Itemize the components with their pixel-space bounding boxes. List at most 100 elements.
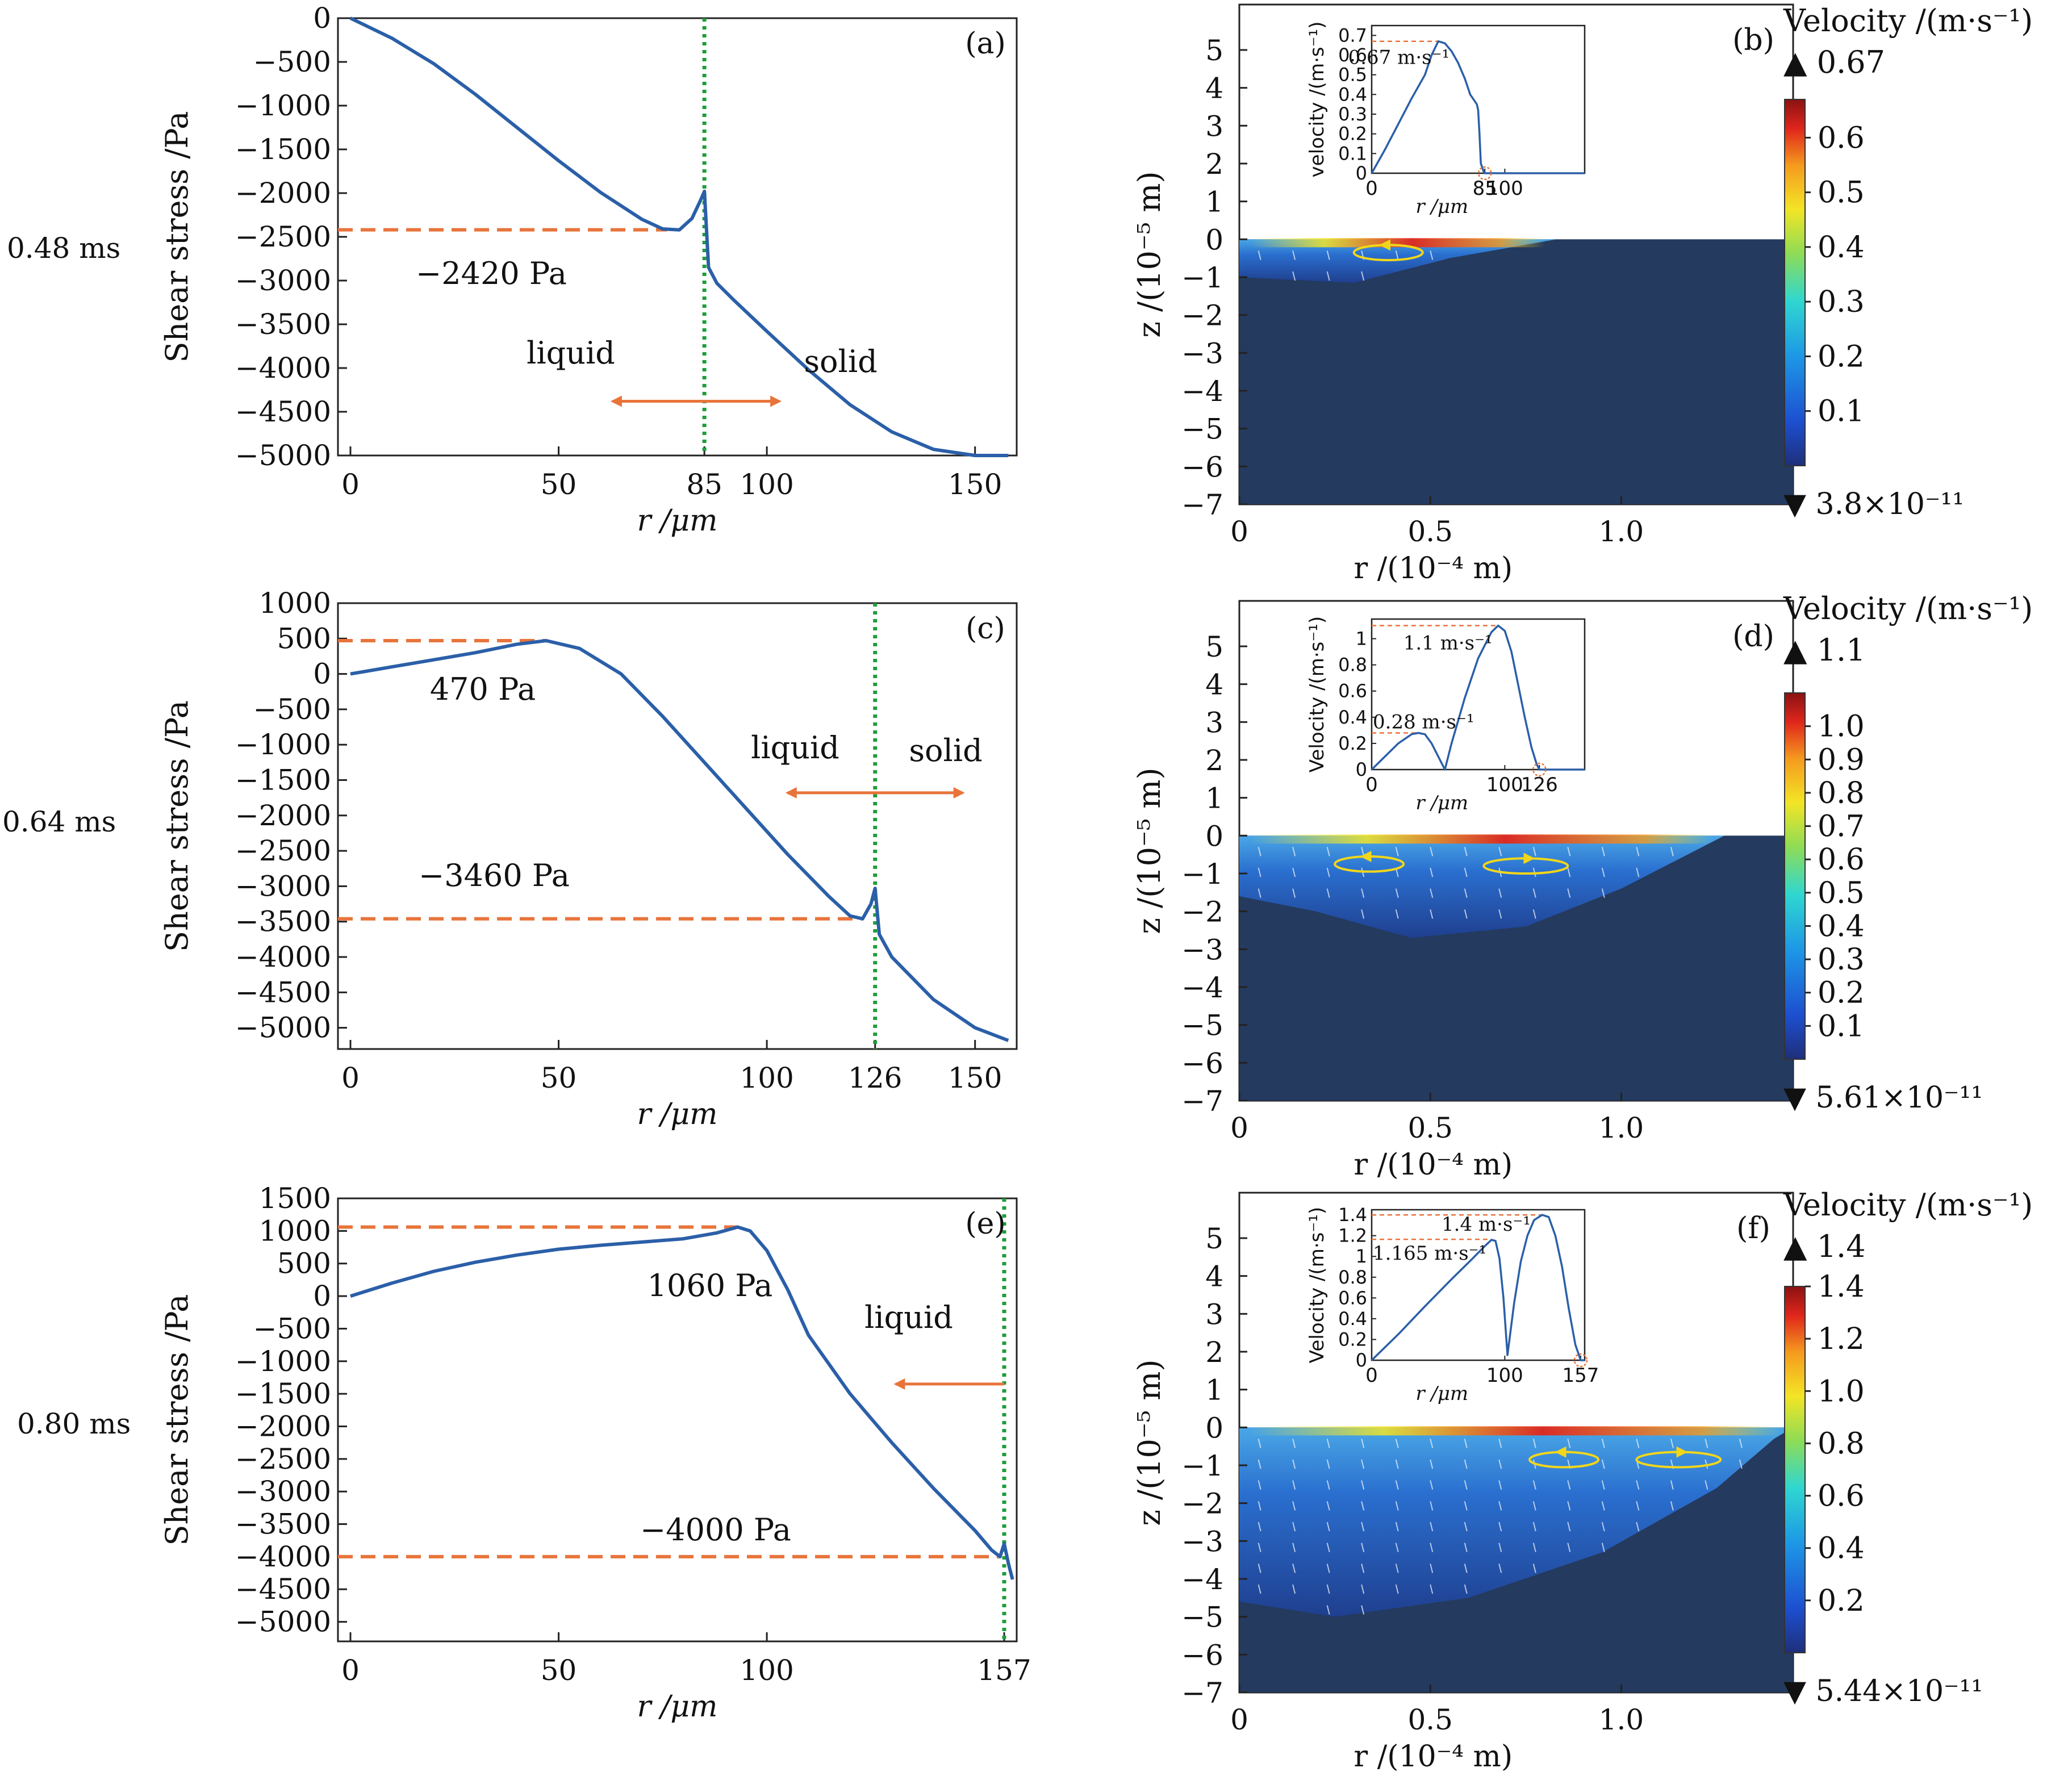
inset-y-tick-label-d: 0: [1356, 759, 1367, 780]
colorbar-tick-label-d: 0.1: [1818, 1009, 1865, 1043]
flow-vector-f: [1430, 1480, 1434, 1490]
flow-vector-d: [1567, 847, 1571, 856]
inset-peak2-label-f: 1.165 m·s⁻¹: [1373, 1242, 1486, 1265]
melt-pool-f: [1239, 1427, 1793, 1617]
flow-vector-f: [1395, 1459, 1399, 1469]
flow-vector-d: [1464, 867, 1468, 877]
annotation-c-0: 470 Pa: [430, 671, 536, 707]
flow-vector-d: [1395, 909, 1399, 919]
flow-vector-f: [1326, 1439, 1330, 1448]
x-tick-label-c: 0: [341, 1061, 360, 1094]
inset-y-tick-label-d: 0.6: [1338, 680, 1367, 702]
y-tick-label-b: 5: [1205, 34, 1223, 67]
x-tick-label-c: 126: [848, 1061, 902, 1094]
inset-series-d: [1371, 624, 1585, 771]
y-tick-label-b: 2: [1205, 148, 1223, 181]
inset-y-tick-label-b: 0.4: [1338, 83, 1367, 105]
y-tick-label-d: 2: [1205, 744, 1223, 777]
colorbar-d: [1784, 692, 1806, 1060]
y-tick-label-c: 1000: [259, 587, 331, 620]
colorbar-tick-label-d: 0.4: [1818, 909, 1865, 943]
plot-frame-c: [337, 602, 1018, 1050]
y-tick-label-b: −2: [1181, 299, 1223, 332]
x-axis-label-e: r /μm: [637, 1690, 717, 1724]
flow-vector-f: [1258, 1584, 1261, 1594]
inset-peak-label-b: 0.67 m·s⁻¹: [1348, 47, 1450, 69]
x-tick-label-f: 1.0: [1599, 1703, 1644, 1736]
plot-frame-a: [337, 17, 1018, 457]
y-tick-label-e: −2500: [235, 1443, 331, 1476]
x-tick-label-d: 1.0: [1599, 1111, 1644, 1144]
flow-vector-f: [1464, 1564, 1468, 1573]
flow-vector-f: [1532, 1501, 1536, 1511]
x-tick-label-c: 100: [740, 1061, 793, 1094]
x-tick-label-b: 0: [1230, 515, 1248, 548]
annotation-a-2: solid: [804, 344, 877, 379]
y-tick-label-b: 0: [1205, 223, 1223, 256]
chart-e: 150010005000−500−1000−1500−2000−2500−300…: [159, 1182, 1031, 1724]
y-tick-label-b: −7: [1181, 488, 1223, 521]
y-tick-label-c: −5000: [235, 1012, 331, 1044]
flow-vector-f: [1464, 1439, 1468, 1448]
colorbar-tick-label-b: 0.2: [1818, 340, 1865, 374]
inset-series-f: [1371, 1214, 1585, 1361]
flow-vector-f: [1292, 1439, 1296, 1448]
flow-vector-f: [1567, 1501, 1571, 1511]
flow-vector-d: [1361, 909, 1365, 919]
annotation-e-0: 1060 Pa: [648, 1268, 773, 1303]
inset-y-axis-label-b: velocity /(m·s⁻¹): [1306, 22, 1329, 178]
colorbar-tick-label-b: 0.3: [1818, 285, 1865, 319]
inset-y-tick-label-b: 0.2: [1338, 123, 1367, 145]
y-tick-label-a: −1000: [235, 89, 331, 122]
x-tick-label-b: 1.0: [1599, 515, 1644, 548]
colorbar-tick-label-d: 0.6: [1818, 843, 1865, 877]
flow-vector-d: [1430, 867, 1434, 877]
inset-y-tick-label-f: 0.8: [1338, 1267, 1367, 1288]
flow-vector-f: [1258, 1522, 1261, 1532]
x-axis-label-d: r /(10⁻⁴ m): [1354, 1148, 1513, 1182]
flow-vector-f: [1567, 1480, 1571, 1490]
inset-peak-label-d: 1.1 m·s⁻¹: [1403, 632, 1493, 655]
inset-y-tick-label-f: 1.4: [1338, 1204, 1367, 1226]
x-tick-label-c: 150: [948, 1061, 1002, 1094]
row-label-3: 0.80 ms: [17, 1407, 131, 1440]
x-axis-label-f: r /(10⁻⁴ m): [1354, 1740, 1513, 1772]
flow-vector-f: [1395, 1584, 1399, 1594]
y-tick-label-a: −500: [253, 45, 331, 78]
flow-vector-f: [1292, 1584, 1296, 1594]
flow-vector-f: [1361, 1584, 1365, 1594]
inset-x-tick-label-b: 85: [1473, 177, 1497, 200]
flow-vector-f: [1601, 1543, 1605, 1552]
flow-vector-d: [1532, 909, 1536, 919]
x-tick-label-a: 0: [341, 468, 360, 501]
panel-label-f: (f): [1736, 1211, 1770, 1246]
y-tick-label-a: −3500: [235, 308, 331, 341]
x-tick-label-e: 0: [341, 1654, 360, 1687]
inset-x-tick-label-f: 157: [1563, 1364, 1599, 1387]
inset-y-tick-label-d: 0.8: [1338, 654, 1367, 676]
y-tick-label-d: −4: [1181, 971, 1223, 1004]
y-tick-label-f: −7: [1181, 1677, 1223, 1710]
x-tick-label-e: 157: [977, 1654, 1031, 1687]
flow-vector-f: [1532, 1480, 1536, 1490]
flow-vector-f: [1532, 1522, 1536, 1532]
flow-vector-b: [1395, 250, 1399, 260]
flow-vector-f: [1705, 1480, 1708, 1490]
inset-y-axis-label-d: Velocity /(m·s⁻¹): [1306, 616, 1329, 772]
flow-vector-f: [1636, 1480, 1640, 1490]
x-tick-label-a: 85: [686, 468, 722, 501]
flow-vector-f: [1292, 1522, 1296, 1532]
flow-vector-f: [1326, 1501, 1330, 1511]
flow-vector-f: [1739, 1439, 1743, 1448]
annotation-c-3: solid: [909, 733, 982, 768]
colorbar-title-d: Velocity /(m·s⁻¹): [1783, 591, 2033, 626]
inset-x-axis-label-f: r /μm: [1415, 1382, 1468, 1405]
inset-x-tick-label-f: 0: [1365, 1364, 1378, 1387]
flow-vector-f: [1326, 1584, 1330, 1594]
y-tick-label-d: 1: [1205, 782, 1223, 815]
colorbar-max-f: ▲ 1.4: [1783, 1228, 1866, 1264]
y-tick-label-c: −2000: [235, 799, 331, 832]
surface-hot-d: [1251, 834, 1713, 844]
